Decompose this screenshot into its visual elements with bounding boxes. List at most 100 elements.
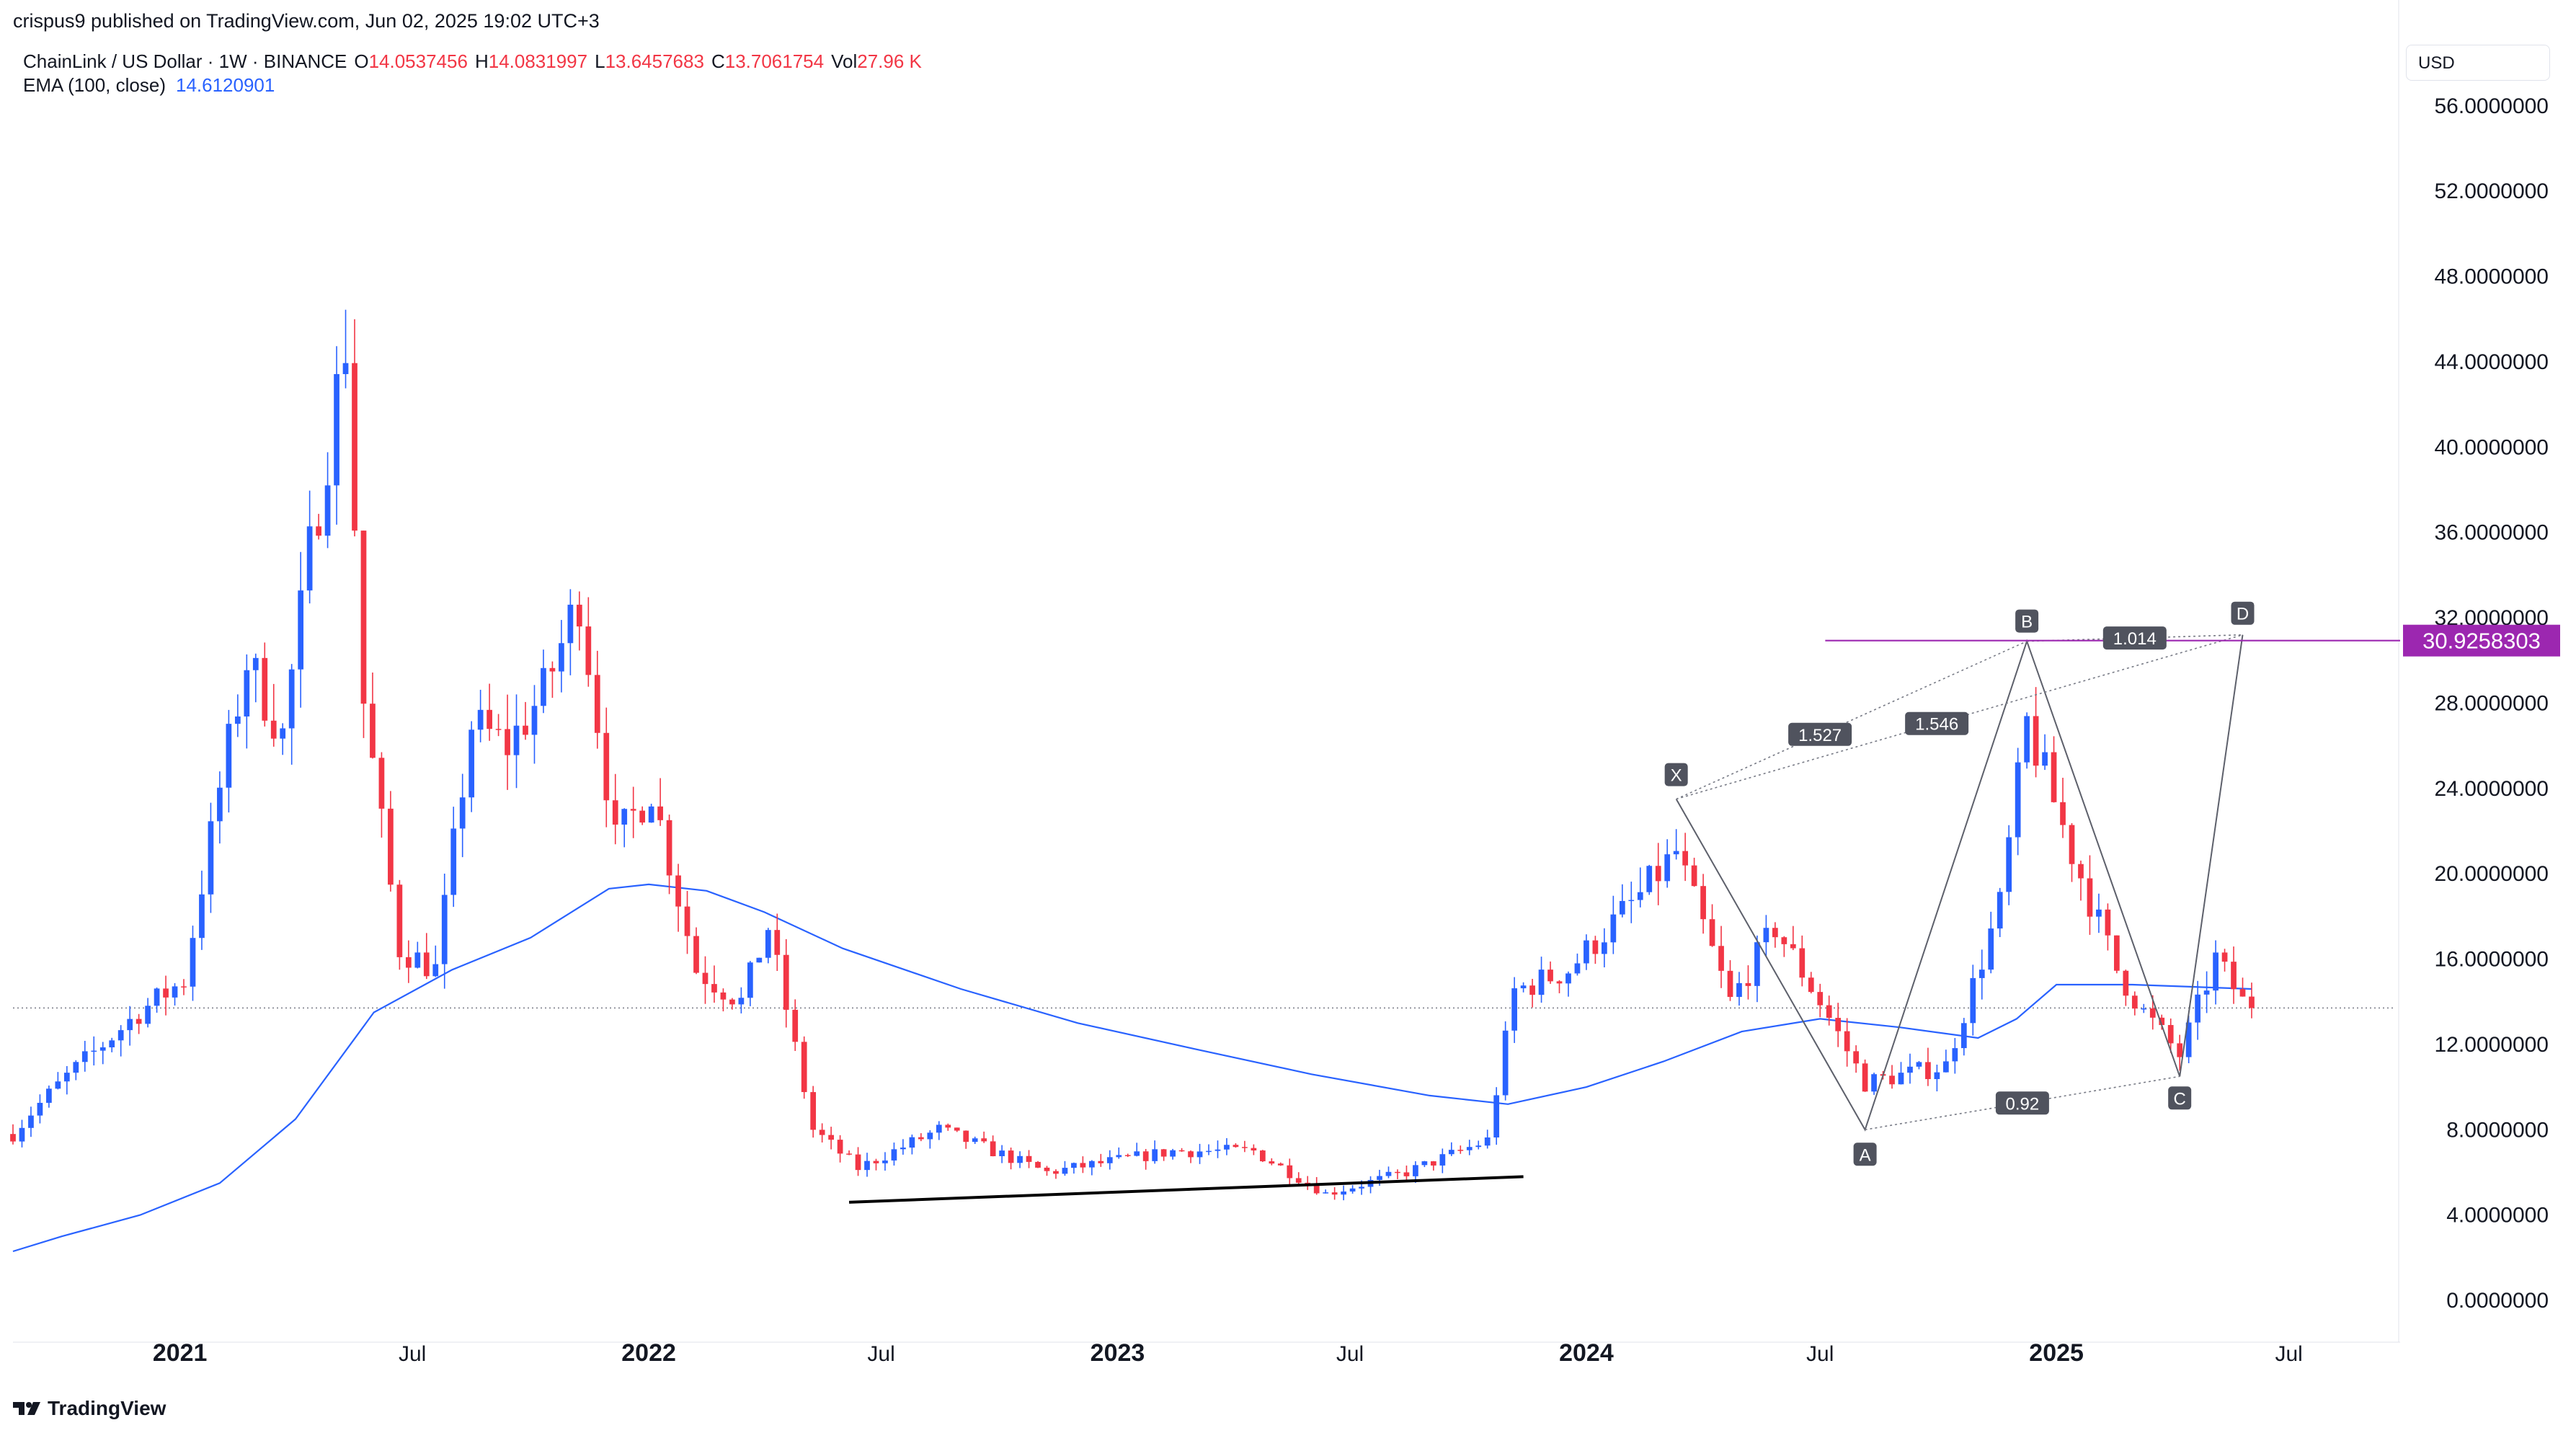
candle-body [828, 1135, 834, 1140]
candle-body [1871, 1074, 1877, 1092]
candle-body [1763, 928, 1769, 943]
candle-body [37, 1102, 43, 1116]
candle-body [1170, 1150, 1176, 1157]
candle-body [675, 875, 681, 907]
harmonic-point-label-bg [1664, 763, 1688, 786]
harmonic-ratio-label-text: 1.527 [1798, 726, 1842, 745]
candle-body [1466, 1147, 1473, 1150]
candle-body [1925, 1062, 1931, 1080]
candle-body [1124, 1155, 1131, 1156]
candle-body [2123, 970, 2129, 996]
harmonic-ratio-label-text: 1.546 [1915, 715, 1958, 735]
candle-body [388, 808, 394, 885]
candle-body [2249, 996, 2255, 1008]
candle-body [432, 964, 439, 977]
candle-body [2203, 990, 2210, 995]
x-tick-label: 2025 [2029, 1339, 2084, 1367]
candle-body [927, 1132, 933, 1140]
candle-body [414, 952, 421, 968]
candle-body [1134, 1151, 1140, 1156]
candle-body [10, 1134, 16, 1142]
candle-body [1088, 1161, 1095, 1168]
labels-layer: X A B C D 1.527 1.546 1.014 0.92 30.9258303 [1664, 601, 2560, 1166]
harmonic-point-label-bg [2168, 1086, 2192, 1110]
candle-body [972, 1138, 978, 1143]
candle-body [1700, 886, 1706, 920]
candle-body [1233, 1145, 1239, 1148]
candle-body [1619, 900, 1625, 915]
candle-body [882, 1160, 888, 1163]
candle-body [2141, 1008, 2147, 1010]
candle-body [1178, 1150, 1185, 1152]
candle-body [1341, 1191, 1346, 1195]
candle-body [666, 820, 672, 876]
tradingview-logo[interactable]: TradingView [13, 1397, 166, 1420]
candle-body [145, 1006, 151, 1024]
candle-body [639, 810, 646, 823]
candle-body [541, 667, 546, 706]
candle-body [1106, 1157, 1113, 1163]
harmonic-point-label-bg [2015, 609, 2039, 633]
harmonic-pattern-legs [1675, 634, 2244, 1132]
candle-body [900, 1148, 906, 1150]
candle-body [262, 657, 268, 721]
ohlc-key: Vol [831, 50, 858, 72]
candle-body [2114, 935, 2120, 971]
candle-body [172, 986, 178, 998]
candle-body [1907, 1066, 1913, 1073]
candle-body [1160, 1149, 1167, 1157]
harmonic-point-label: B [2015, 609, 2039, 633]
candle-body [1529, 985, 1535, 995]
symbol-legend[interactable]: ChainLink / US Dollar · 1W · BINANCE O14.… [23, 50, 922, 73]
ema-legend[interactable]: EMA (100, close) 14.6120901 [23, 74, 275, 97]
y-tick-label: 20.0000000 [2435, 862, 2549, 886]
candle-body [270, 720, 277, 739]
ohlc-values: O14.0537456 H14.0831997 L13.6457683 C13.706… [347, 50, 922, 72]
candle-body [765, 930, 771, 958]
candle-body [1224, 1145, 1230, 1150]
candle-body [2167, 1025, 2174, 1044]
candle-body [2033, 716, 2039, 766]
candles-layer [10, 309, 2255, 1201]
candle-body [109, 1040, 115, 1047]
candle-body [1835, 1018, 1842, 1032]
candle-body [990, 1141, 996, 1157]
candle-body [1242, 1147, 1248, 1148]
candle-body [1709, 919, 1715, 946]
y-tick-label: 56.0000000 [2435, 94, 2549, 118]
harmonic-ratio-label: 1.527 [1788, 722, 1852, 746]
ohlc-value: 27.96 K [857, 50, 922, 72]
candle-body [1323, 1192, 1329, 1194]
currency-button[interactable]: USD [2406, 45, 2550, 81]
candle-body [1475, 1145, 1482, 1148]
candle-body [2060, 802, 2066, 825]
candle-body [1259, 1150, 1266, 1162]
candle-body [2159, 1017, 2165, 1026]
ema-line [12, 883, 2252, 1253]
candle-body [1691, 865, 1697, 887]
candle-body [2231, 962, 2237, 990]
harmonic-ratio-label-bg [1788, 722, 1852, 746]
candle-body [91, 1050, 97, 1052]
candle-body [1997, 892, 2003, 929]
candle-body [1889, 1075, 1895, 1085]
candle-body [1637, 892, 1643, 900]
x-tick-label: 2022 [621, 1339, 676, 1367]
candle-body [1664, 854, 1671, 882]
candle-body [954, 1127, 960, 1131]
harmonic-point-label: A [1853, 1143, 1877, 1166]
candle-body [711, 984, 717, 993]
candle-body [936, 1124, 942, 1133]
candle-body [2078, 864, 2084, 879]
candle-body [117, 1030, 124, 1041]
candle-body [1017, 1155, 1023, 1163]
candle-body [2177, 1043, 2183, 1057]
candle-body [1008, 1150, 1014, 1163]
tradingview-icon [13, 1402, 40, 1415]
x-tick-label: Jul [2275, 1342, 2302, 1366]
candle-body [1457, 1150, 1464, 1151]
candle-body [487, 709, 492, 729]
price-axis-label-text: 30.9258303 [2422, 629, 2541, 654]
candle-body [810, 1092, 817, 1130]
